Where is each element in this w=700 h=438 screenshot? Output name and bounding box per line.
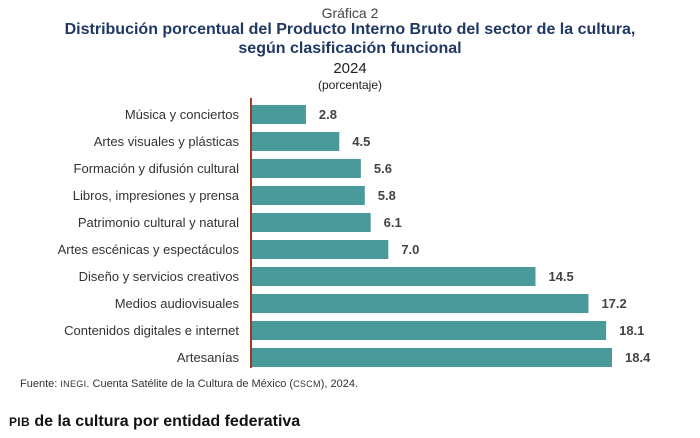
section-heading-text: de la cultura por entidad federativa: [29, 413, 301, 430]
category-label: Formación y difusión cultural: [74, 161, 240, 176]
data-label: 4.5: [352, 134, 370, 149]
data-label: 17.2: [601, 296, 626, 311]
category-label: Diseño y servicios creativos: [79, 269, 240, 284]
data-label: 5.6: [374, 161, 392, 176]
bar: [251, 267, 536, 286]
category-label: Contenidos digitales e internet: [64, 323, 239, 338]
chart-year: 2024: [333, 60, 367, 77]
source-note: Fuente: INEGI. Cuenta Satélite de la Cul…: [20, 378, 358, 390]
data-label: 7.0: [401, 242, 419, 257]
bar: [251, 348, 612, 367]
chart-title-line-1: Distribución porcentual del Producto Int…: [64, 21, 636, 38]
bar: [251, 159, 361, 178]
chart-title-line-2: según clasificación funcional: [238, 40, 462, 57]
category-label: Artesanías: [177, 350, 240, 365]
bar: [251, 321, 607, 340]
section-heading-prefix: PIB: [9, 415, 30, 429]
bar: [251, 294, 589, 313]
category-label: Artes escénicas y espectáculos: [58, 242, 240, 257]
source-prefix: Fuente:: [20, 378, 58, 390]
bar: [251, 240, 389, 259]
data-label: 6.1: [384, 215, 402, 230]
source-acronym: CSCM: [293, 379, 321, 389]
source-suffix: ), 2024.: [320, 378, 359, 390]
chart-units: (porcentaje): [317, 78, 383, 92]
data-label: 5.8: [378, 188, 396, 203]
figure-label: Gráfica 2: [321, 5, 379, 21]
source-text: . Cuenta Satélite de la Cultura de Méxic…: [86, 378, 294, 390]
data-label: 18.4: [625, 350, 651, 365]
data-label: 14.5: [548, 269, 573, 284]
category-label: Libros, impresiones y prensa: [73, 188, 240, 203]
source-org: INEGI: [60, 379, 87, 389]
bar: [251, 132, 340, 151]
data-label: 2.8: [319, 107, 337, 122]
category-label: Medios audiovisuales: [115, 296, 240, 311]
category-label: Artes visuales y plásticas: [94, 134, 240, 149]
bar: [251, 186, 365, 205]
data-label: 18.1: [619, 323, 644, 338]
bar: [251, 105, 306, 124]
bar: [251, 213, 371, 232]
category-label: Música y conciertos: [125, 107, 240, 122]
section-heading: PIB de la cultura por entidad federativa: [9, 413, 300, 431]
category-label: Patrimonio cultural y natural: [78, 215, 239, 230]
